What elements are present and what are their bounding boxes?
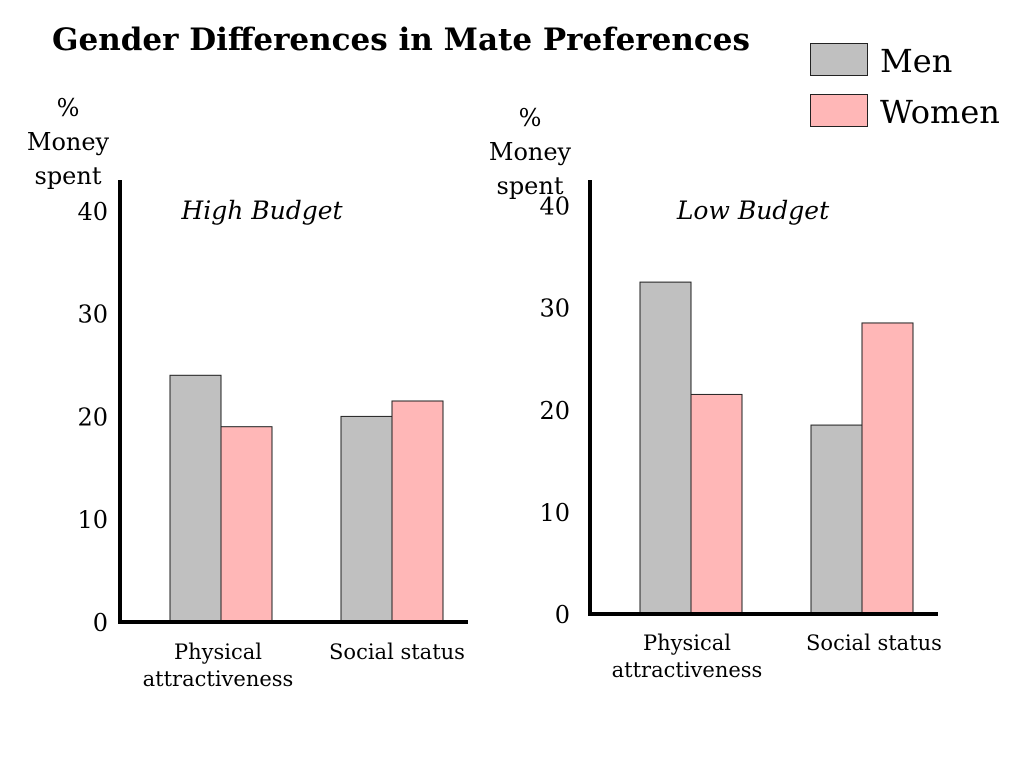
chart1-ytick-label: 0: [93, 609, 108, 637]
chart1-category-label: Social status: [329, 640, 465, 664]
chart1-bar-men: [340, 415, 393, 623]
chart2-ytick-label: 20: [539, 397, 570, 425]
chart2-bar-men: [810, 424, 863, 615]
chart2-title: Low Budget: [676, 196, 830, 225]
chart1-ytick-label: 20: [77, 403, 108, 431]
chart2-bar-women: [861, 322, 914, 615]
chart2-bar-men: [639, 281, 692, 615]
legend-swatch-men: [810, 43, 868, 76]
chart2-category-label: Social status: [806, 631, 942, 655]
chart2-ylabel-line: %: [519, 104, 542, 132]
chart1-ylabel-line: %: [57, 94, 80, 122]
chart1-bar-women: [391, 400, 444, 623]
chart1-category-label: Physical: [174, 640, 262, 664]
chart2-ylabel-line: Money: [489, 138, 572, 166]
chart2-ytick-label: 30: [539, 295, 570, 323]
chart1-bar-men: [169, 374, 222, 623]
chart1-bar-women: [220, 426, 273, 623]
chart1-ylabel-line: spent: [35, 162, 102, 190]
chart1-category-label: attractiveness: [143, 667, 294, 691]
chart1-ylabel-line: Money: [27, 128, 110, 156]
chart2-category-label: Physical: [643, 631, 731, 655]
chart1-ytick-label: 40: [77, 198, 108, 226]
chart2-category-label: attractiveness: [612, 658, 763, 682]
legend-label-women: Women: [880, 93, 1000, 131]
legend-label-men: Men: [880, 42, 953, 80]
chart2-ytick-label: 0: [555, 601, 570, 629]
chart1-ytick-label: 10: [77, 506, 108, 534]
chart2-ylabel-line: spent: [497, 172, 564, 200]
chart1-ytick-label: 30: [77, 301, 108, 329]
chart2-ytick-label: 40: [539, 193, 570, 221]
chart2-ytick-label: 10: [539, 499, 570, 527]
chart1-title: High Budget: [180, 196, 343, 225]
chart2-bar-women: [690, 393, 743, 615]
legend-swatch-women: [810, 94, 868, 127]
chart-title: Gender Differences in Mate Preferences: [52, 22, 750, 58]
